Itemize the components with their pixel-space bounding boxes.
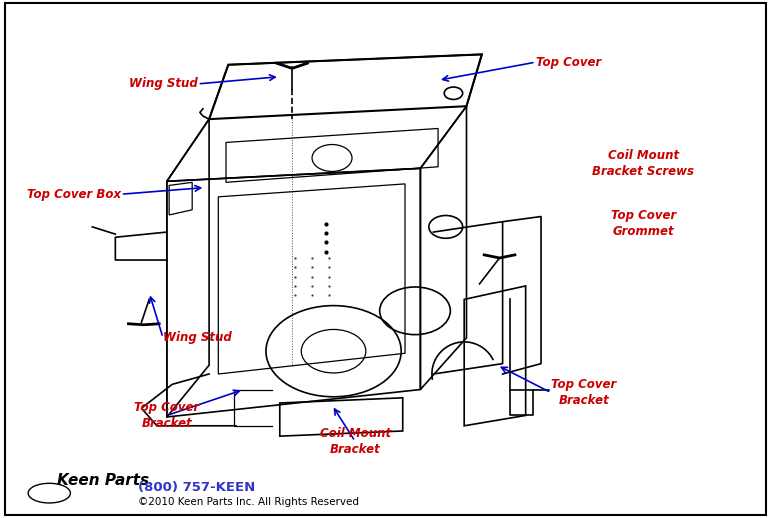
Text: Top Cover
Bracket: Top Cover Bracket bbox=[551, 378, 616, 407]
Text: Top Cover: Top Cover bbox=[536, 55, 601, 69]
Text: Wing Stud: Wing Stud bbox=[129, 77, 198, 91]
Text: Wing Stud: Wing Stud bbox=[163, 331, 232, 344]
Text: Top Cover
Bracket: Top Cover Bracket bbox=[134, 401, 199, 430]
Text: ©2010 Keen Parts Inc. All Rights Reserved: ©2010 Keen Parts Inc. All Rights Reserve… bbox=[139, 497, 360, 508]
Text: Top Cover Box: Top Cover Box bbox=[27, 188, 121, 201]
Text: Coil Mount
Bracket: Coil Mount Bracket bbox=[320, 427, 390, 456]
Text: Keen Parts: Keen Parts bbox=[57, 473, 149, 488]
Text: Coil Mount
Bracket Screws: Coil Mount Bracket Screws bbox=[592, 149, 695, 178]
Text: Top Cover
Grommet: Top Cover Grommet bbox=[611, 209, 676, 238]
Text: (800) 757-KEEN: (800) 757-KEEN bbox=[139, 481, 256, 495]
